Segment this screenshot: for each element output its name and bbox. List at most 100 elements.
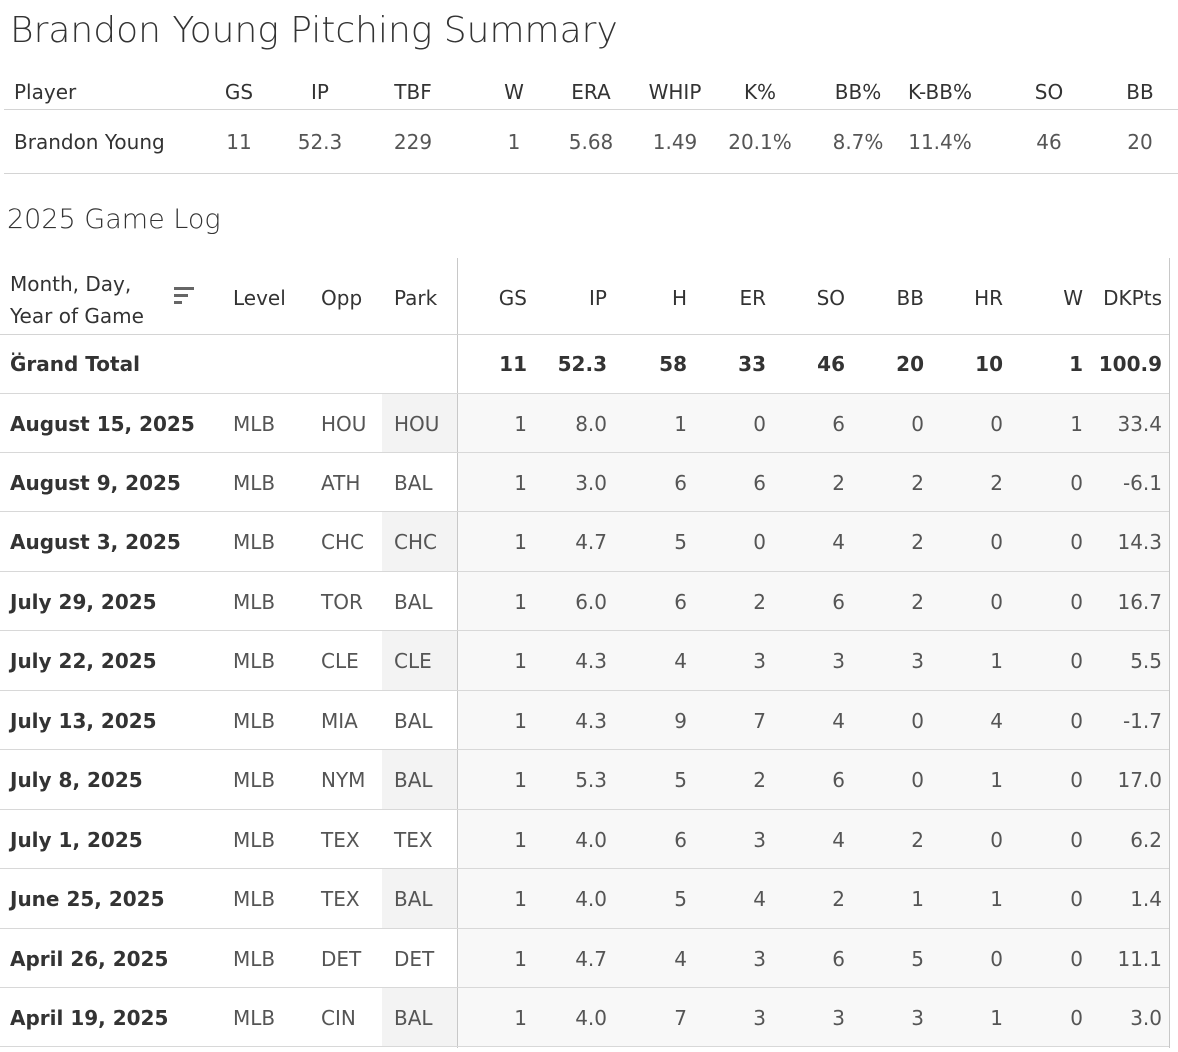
log-cell: 2: [753, 589, 766, 614]
total-cell: 100.9: [1098, 352, 1162, 376]
log-cell: TEX: [321, 827, 360, 852]
divider: [0, 451, 1169, 453]
log-cell: 1: [514, 946, 527, 971]
summary-cell: 1.49: [652, 130, 698, 154]
log-cell: MLB: [233, 827, 276, 852]
log-cell: 1: [514, 470, 527, 495]
log-cell: 1: [990, 1006, 1003, 1030]
total-cell: 11: [499, 352, 527, 376]
log-cell: 1: [1070, 411, 1083, 436]
log-cell: 4: [832, 530, 845, 555]
log-cell: 0: [1070, 887, 1083, 912]
column-header: ERA: [571, 80, 611, 104]
summary-cell: 5.68: [568, 130, 614, 154]
log-cell: 6: [832, 589, 845, 614]
divider: [0, 808, 1169, 810]
row-shade: [458, 809, 1169, 870]
log-cell: July 13, 2025: [10, 708, 157, 733]
log-cell: MLB: [233, 1006, 276, 1030]
row-shade: [458, 571, 1169, 632]
log-cell: MLB: [233, 946, 276, 971]
log-cell: 16.7: [1117, 589, 1162, 614]
log-cell: 0: [911, 708, 924, 733]
log-cell: -6.1: [1122, 470, 1162, 495]
log-cell: BAL: [394, 887, 433, 912]
log-cell: 2: [753, 768, 766, 793]
log-cell: June 25, 2025: [10, 887, 165, 912]
divider: [0, 987, 1169, 988]
log-cell: 3: [832, 1006, 845, 1030]
log-cell: 3: [832, 649, 845, 674]
divider: [0, 334, 1169, 335]
total-cell: 10: [975, 352, 1003, 376]
log-cell: 3: [911, 1006, 924, 1030]
log-cell: 4.7: [575, 530, 607, 555]
row-shade: [458, 690, 1169, 751]
log-cell: 4.0: [575, 827, 607, 852]
log-cell: 4: [832, 708, 845, 733]
log-cell: 2: [832, 887, 845, 912]
divider: [4, 109, 1178, 110]
log-cell: 0: [1070, 946, 1083, 971]
column-header: WHIP: [648, 80, 702, 104]
log-cell: 1: [514, 708, 527, 733]
column-header: BB%: [834, 80, 882, 104]
column-header: K%: [743, 80, 777, 104]
log-cell: 2: [911, 827, 924, 852]
log-cell: BAL: [394, 768, 433, 793]
park-shade: [382, 750, 457, 810]
divider: [0, 749, 1169, 751]
log-cell: CHC: [321, 530, 364, 555]
log-cell: HOU: [394, 411, 440, 436]
log-cell: 1: [514, 1006, 527, 1030]
log-cell: 1: [990, 768, 1003, 793]
summary-cell: 11: [226, 130, 252, 154]
log-cell: BAL: [394, 470, 433, 495]
log-cell: BAL: [394, 1006, 433, 1030]
total-cell: 1: [1069, 352, 1083, 376]
total-cell: 46: [817, 352, 845, 376]
log-cell: 4: [990, 708, 1003, 733]
log-cell: TEX: [321, 887, 360, 912]
column-header: BB: [896, 286, 924, 310]
log-cell: April 19, 2025: [10, 1006, 169, 1030]
log-cell: 0: [1070, 827, 1083, 852]
log-title: 2025 Game Log: [7, 204, 221, 235]
total-cell: 20: [896, 352, 924, 376]
column-header: BB: [1126, 80, 1154, 104]
log-cell: 5: [674, 530, 687, 555]
log-cell: 6.2: [1130, 827, 1162, 852]
log-cell: 1: [514, 589, 527, 614]
log-cell: 7: [674, 1006, 687, 1030]
log-cell: 3: [753, 1006, 766, 1030]
log-cell: 2: [911, 589, 924, 614]
divider: [0, 511, 1169, 513]
column-header: DKPts: [1103, 286, 1162, 310]
sort-icon[interactable]: [174, 285, 196, 305]
log-cell: 0: [1070, 470, 1083, 495]
log-cell: 33.4: [1117, 411, 1162, 436]
log-cell: 1: [514, 411, 527, 436]
log-cell: CLE: [321, 649, 359, 674]
log-cell: 4: [753, 887, 766, 912]
log-cell: MLB: [233, 470, 276, 495]
log-cell: MLB: [233, 530, 276, 555]
log-cell: MIA: [321, 708, 358, 733]
log-cell: MLB: [233, 887, 276, 912]
log-cell: 1: [990, 649, 1003, 674]
row-shade: [458, 928, 1169, 988]
summary-cell: 46: [1036, 130, 1062, 154]
log-cell: TEX: [394, 827, 433, 852]
divider: [0, 570, 1169, 572]
log-cell: 1: [514, 649, 527, 674]
log-cell: 6.0: [575, 589, 607, 614]
log-cell: CLE: [394, 649, 432, 674]
log-cell: 6: [832, 768, 845, 793]
log-cell: 6: [832, 946, 845, 971]
log-cell: 4: [832, 827, 845, 852]
log-cell: 6: [674, 470, 687, 495]
log-cell: 0: [911, 768, 924, 793]
log-cell: 5: [674, 768, 687, 793]
column-header: ER: [739, 286, 766, 310]
divider: [1169, 258, 1170, 1048]
